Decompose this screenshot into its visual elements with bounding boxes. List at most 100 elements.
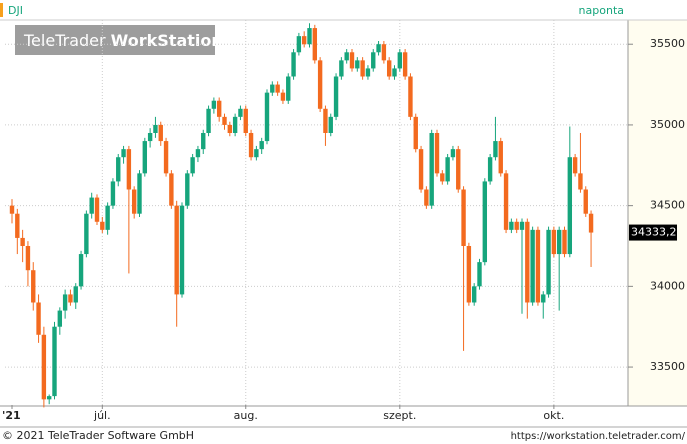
candle-body bbox=[41, 334, 47, 400]
candle-body bbox=[222, 116, 227, 125]
candle-body bbox=[301, 36, 307, 45]
watermark-box bbox=[15, 25, 215, 55]
candle-body bbox=[381, 44, 387, 61]
candle-body bbox=[583, 189, 588, 214]
candle-body bbox=[84, 213, 89, 255]
candle-body bbox=[588, 213, 594, 233]
candle-body bbox=[89, 197, 94, 214]
candle-body bbox=[36, 302, 41, 335]
candle-body bbox=[360, 60, 365, 77]
candle-body bbox=[280, 92, 286, 101]
candle-body bbox=[487, 157, 493, 182]
candle-body bbox=[270, 84, 275, 93]
candle-body bbox=[535, 229, 541, 303]
candle-body bbox=[397, 52, 403, 69]
candle-body bbox=[232, 116, 238, 133]
candle-body bbox=[52, 326, 57, 397]
candle-body bbox=[46, 396, 52, 400]
candle-body bbox=[15, 213, 20, 238]
period: naponta bbox=[579, 4, 624, 17]
candle-body bbox=[386, 60, 392, 77]
candle-body bbox=[530, 229, 535, 303]
footer-left: © 2021 TeleTrader Software GmbH bbox=[2, 429, 194, 442]
candle-body bbox=[567, 157, 573, 255]
candle-body bbox=[264, 92, 270, 142]
candle-body bbox=[100, 221, 105, 230]
candle-body bbox=[541, 294, 546, 303]
watermark-bold: WorkStation bbox=[111, 31, 223, 50]
x-tick-label: júl. bbox=[93, 409, 111, 422]
candle-body bbox=[259, 141, 264, 150]
candle-body bbox=[333, 76, 339, 117]
candle-body bbox=[158, 124, 163, 142]
candle-body bbox=[477, 262, 482, 287]
candle-body bbox=[116, 157, 121, 182]
candle-body bbox=[434, 132, 440, 174]
candle-body bbox=[296, 36, 302, 53]
candle-body bbox=[482, 181, 488, 263]
candle-body bbox=[312, 28, 318, 61]
watermark-light: TeleTrader bbox=[23, 31, 106, 50]
footer-right: https://workstation.teletrader.com/ bbox=[511, 431, 686, 442]
candle-body bbox=[25, 245, 31, 271]
candle-body bbox=[456, 149, 461, 190]
candle-body bbox=[450, 149, 456, 158]
y-tick-label: 35000 bbox=[650, 118, 685, 131]
candle-body bbox=[408, 76, 413, 117]
candle-body bbox=[137, 173, 142, 214]
candle-body bbox=[307, 28, 312, 45]
candle-body bbox=[254, 149, 259, 158]
candle-body bbox=[169, 173, 174, 206]
candle-body bbox=[275, 84, 280, 93]
y-tick-label: 35500 bbox=[650, 37, 685, 50]
candle-body bbox=[201, 132, 206, 150]
axis-panel bbox=[628, 20, 687, 406]
candle-body bbox=[243, 108, 248, 133]
candle-body bbox=[365, 68, 371, 77]
candle-body bbox=[126, 149, 132, 190]
candle-body bbox=[509, 221, 514, 230]
candle-body bbox=[525, 221, 530, 303]
candle-body bbox=[73, 286, 78, 303]
candle-body bbox=[440, 173, 445, 182]
candle-body bbox=[466, 245, 472, 303]
symbol: DJI bbox=[8, 4, 23, 17]
candle-body bbox=[147, 132, 153, 142]
candle-body bbox=[429, 132, 434, 206]
candle-body bbox=[493, 141, 498, 158]
candle-body bbox=[20, 237, 25, 246]
candle-body bbox=[57, 310, 63, 327]
candle-body bbox=[31, 270, 36, 303]
candle-body bbox=[286, 76, 291, 101]
candle-body bbox=[572, 157, 578, 174]
candle-body bbox=[323, 108, 328, 133]
last-price-box bbox=[629, 224, 677, 241]
watermark: TeleTrader WorkStation bbox=[23, 31, 223, 50]
x-tick-label: szept. bbox=[383, 409, 416, 422]
candle-body bbox=[78, 254, 84, 287]
symbol-marker bbox=[0, 3, 3, 17]
x-tick-label: '21 bbox=[2, 409, 21, 422]
candle-body bbox=[402, 52, 408, 77]
candle-body bbox=[546, 229, 551, 295]
candle-body bbox=[190, 157, 195, 174]
candle-body bbox=[514, 221, 519, 230]
candle-body bbox=[344, 52, 349, 61]
candle-body bbox=[238, 108, 243, 117]
candle-body bbox=[94, 197, 100, 222]
candle-body bbox=[216, 100, 222, 117]
candle-body bbox=[121, 149, 126, 158]
candle-body bbox=[174, 205, 179, 295]
candle-body bbox=[179, 205, 185, 295]
candle-body bbox=[392, 68, 397, 77]
candle-body bbox=[556, 229, 562, 255]
x-tick-label: okt. bbox=[543, 409, 564, 422]
candle-body bbox=[291, 52, 296, 77]
candle-body bbox=[185, 173, 190, 206]
candle-body bbox=[62, 294, 68, 311]
candle-body bbox=[227, 124, 233, 133]
x-tick-label: aug. bbox=[234, 409, 258, 422]
candle-body bbox=[424, 189, 429, 206]
candle-body bbox=[498, 141, 503, 174]
